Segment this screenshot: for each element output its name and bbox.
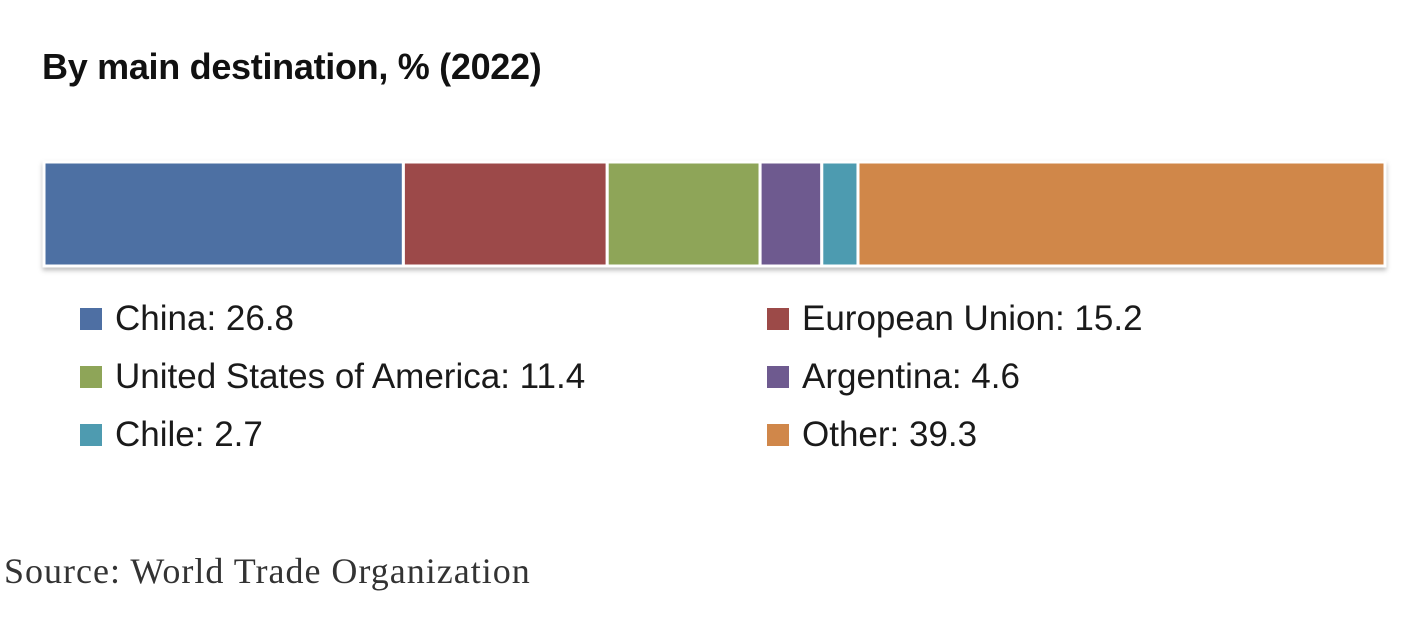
bar-segment-argentina bbox=[758, 160, 824, 268]
legend: China: 26.8 European Union: 15.2 United St… bbox=[80, 290, 1280, 464]
chart-title: By main destination, % (2022) bbox=[42, 46, 542, 87]
legend-item-other: Other: 39.3 bbox=[767, 406, 1267, 464]
legend-item-chile: Chile: 2.7 bbox=[80, 406, 767, 464]
legend-item-china: China: 26.8 bbox=[80, 290, 767, 348]
legend-swatch bbox=[767, 308, 789, 330]
bar-segment-china bbox=[42, 160, 405, 268]
legend-item-european-union: European Union: 15.2 bbox=[767, 290, 1267, 348]
source-note: Source: World Trade Organization bbox=[4, 551, 531, 591]
bar-segment-other bbox=[856, 160, 1387, 268]
legend-label: China: 26.8 bbox=[115, 299, 295, 338]
legend-label: Chile: 2.7 bbox=[115, 415, 263, 454]
bar-segment-european-union bbox=[401, 160, 609, 268]
legend-swatch bbox=[80, 308, 102, 330]
legend-item-united-states-of-america: United States of America: 11.4 bbox=[80, 348, 767, 406]
legend-label: European Union: 15.2 bbox=[802, 299, 1143, 338]
legend-label: Other: 39.3 bbox=[802, 415, 978, 454]
legend-swatch bbox=[80, 366, 102, 388]
legend-label: Argentina: 4.6 bbox=[802, 357, 1020, 396]
legend-label: United States of America: 11.4 bbox=[115, 357, 586, 396]
legend-swatch bbox=[767, 424, 789, 446]
legend-swatch bbox=[767, 366, 789, 388]
bar-segment-chile bbox=[820, 160, 860, 268]
bar-group bbox=[42, 160, 1387, 268]
legend-item-argentina: Argentina: 4.6 bbox=[767, 348, 1267, 406]
stacked-bar-chart bbox=[42, 160, 1387, 268]
legend-swatch bbox=[80, 424, 102, 446]
bar-segment-united-states-of-america bbox=[605, 160, 762, 268]
